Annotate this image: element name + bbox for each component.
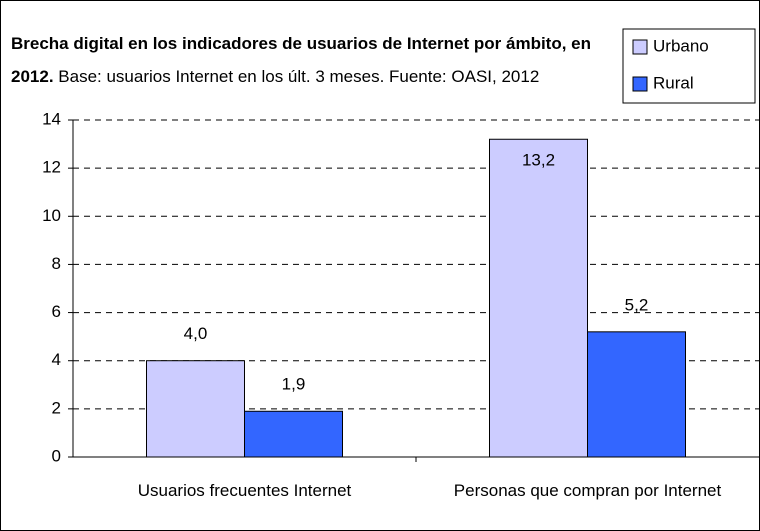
chart-subtitle: Base: usuarios Internet en los últ. 3 me… (58, 67, 540, 86)
legend-swatch (632, 39, 648, 55)
bar (146, 360, 245, 458)
y-tick-label: 4 (52, 350, 61, 369)
y-tick-label: 0 (52, 446, 61, 465)
value-label: 4,0 (184, 324, 208, 343)
bar (587, 331, 686, 458)
value-label: 1,9 (282, 375, 306, 394)
value-label: 5,2 (625, 295, 649, 314)
title-block: Brecha digital en los indicadores de usu… (11, 27, 601, 93)
y-tick-label: 14 (42, 109, 61, 128)
x-tick-label: Personas que compran por Internet (453, 481, 722, 500)
x-tick-label: Usuarios frecuentes Internet (137, 481, 352, 500)
bar (489, 138, 588, 458)
legend-label: Urbano (653, 36, 709, 55)
y-tick-label: 10 (42, 206, 61, 225)
y-tick-label: 6 (52, 302, 61, 321)
bar (244, 410, 343, 458)
legend-label: Rural (653, 73, 694, 92)
chart-title: Brecha digital en los indicadores de usu… (11, 34, 592, 86)
y-tick-label: 8 (52, 254, 61, 273)
legend-swatch (632, 76, 648, 92)
y-tick-label: 12 (42, 158, 61, 177)
y-tick-label: 2 (52, 398, 61, 417)
value-label: 13,2 (522, 151, 555, 170)
